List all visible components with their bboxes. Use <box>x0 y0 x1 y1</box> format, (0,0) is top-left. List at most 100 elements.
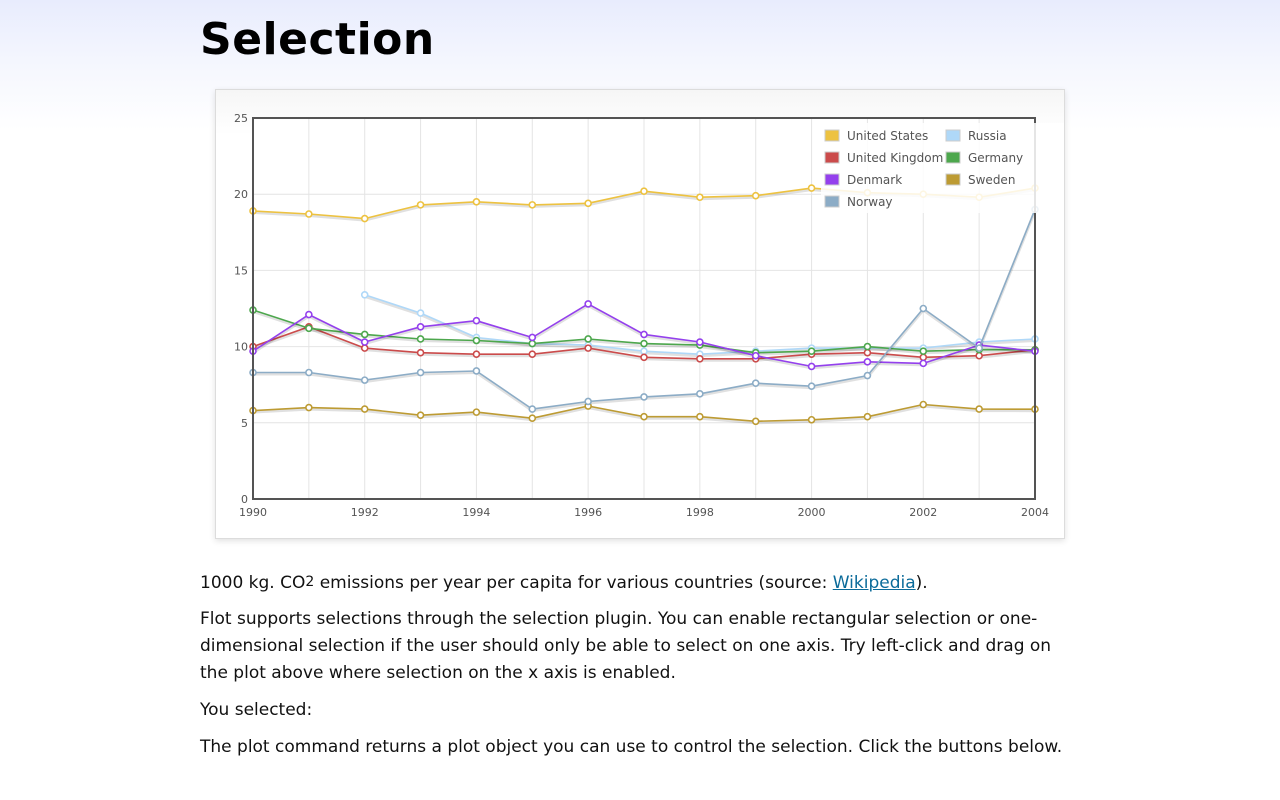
legend-item[interactable]: Germany <box>945 151 1023 165</box>
data-point[interactable] <box>751 351 760 360</box>
data-point[interactable] <box>863 348 872 357</box>
co2-line-chart[interactable]: 0 5 10 15 20 25 1990 1992 1994 1996 1998 2000 2002 20… <box>216 90 1064 538</box>
legend-item[interactable]: Denmark <box>824 173 902 187</box>
data-point[interactable] <box>528 405 537 413</box>
legend-item[interactable]: United States <box>824 129 928 143</box>
data-point[interactable] <box>696 193 704 202</box>
data-point[interactable] <box>416 201 425 209</box>
data-point[interactable] <box>807 382 816 391</box>
data-point[interactable] <box>472 367 481 375</box>
data-point[interactable] <box>640 412 648 421</box>
x-tick-label: 1998 <box>686 506 714 519</box>
legend-label: United States <box>847 129 928 143</box>
data-point[interactable] <box>584 335 592 343</box>
data-point[interactable] <box>640 187 648 195</box>
data-point[interactable] <box>472 350 481 359</box>
data-point[interactable] <box>751 191 760 200</box>
data-point[interactable] <box>584 397 592 406</box>
data-point[interactable] <box>696 412 704 421</box>
data-point[interactable] <box>528 414 537 423</box>
series-sweden[interactable] <box>249 400 1039 426</box>
data-point[interactable] <box>528 333 537 342</box>
data-point[interactable] <box>919 359 928 368</box>
caption-sup: 2 <box>305 574 315 590</box>
data-point[interactable] <box>360 214 369 223</box>
data-point[interactable] <box>416 335 425 343</box>
data-point[interactable] <box>919 400 928 409</box>
data-point[interactable] <box>528 201 537 209</box>
data-point[interactable] <box>807 415 816 424</box>
data-point[interactable] <box>696 354 704 363</box>
data-point[interactable] <box>584 199 592 208</box>
data-point[interactable] <box>472 408 481 416</box>
data-point[interactable] <box>472 198 481 206</box>
data-point[interactable] <box>305 403 313 412</box>
legend-item[interactable]: United Kingdom <box>824 151 943 165</box>
legend-item[interactable]: Russia <box>945 129 1007 143</box>
description-text: Flot supports selections through the sel… <box>200 609 1052 683</box>
data-point[interactable] <box>696 390 704 398</box>
series-norway[interactable] <box>249 205 1039 413</box>
data-point[interactable] <box>305 368 313 377</box>
data-point[interactable] <box>975 344 983 352</box>
series-group <box>249 184 1039 426</box>
data-point[interactable] <box>360 405 369 413</box>
series-denmark[interactable] <box>249 300 1039 371</box>
data-point[interactable] <box>416 411 425 419</box>
data-point[interactable] <box>919 304 928 313</box>
data-point[interactable] <box>807 184 816 192</box>
data-point[interactable] <box>360 376 369 384</box>
legend-item[interactable]: Norway <box>824 195 893 209</box>
wikipedia-link[interactable]: Wikipedia <box>832 573 916 593</box>
legend-background <box>821 123 1064 213</box>
data-point[interactable] <box>305 310 313 319</box>
data-point[interactable] <box>416 348 425 357</box>
data-point[interactable] <box>416 322 425 331</box>
x-tick-label: 2004 <box>1021 506 1049 519</box>
data-point[interactable] <box>472 316 481 325</box>
legend-label: Russia <box>968 129 1007 143</box>
data-point[interactable] <box>584 344 592 352</box>
data-point[interactable] <box>584 300 592 308</box>
data-point[interactable] <box>696 338 704 346</box>
data-point[interactable] <box>640 353 648 362</box>
y-tick-label: 5 <box>241 417 248 430</box>
y-tick-label: 10 <box>234 341 248 354</box>
data-point[interactable] <box>305 210 313 218</box>
data-point[interactable] <box>807 347 816 355</box>
data-point[interactable] <box>975 351 983 360</box>
legend-item[interactable]: Sweden <box>945 173 1015 187</box>
data-point[interactable] <box>751 379 760 387</box>
data-point[interactable] <box>360 338 369 346</box>
data-point[interactable] <box>640 330 648 339</box>
data-point[interactable] <box>305 324 313 333</box>
data-point[interactable] <box>807 362 816 371</box>
x-tick-label: 2002 <box>909 506 937 519</box>
data-point[interactable] <box>528 350 537 359</box>
chart-container[interactable]: 0 5 10 15 20 25 1990 1992 1994 1996 1998 2000 2002 20… <box>215 89 1065 539</box>
data-point[interactable] <box>863 371 872 380</box>
data-point[interactable] <box>416 309 425 317</box>
legend-label: Sweden <box>968 173 1015 187</box>
x-tick-label: 2000 <box>798 506 826 519</box>
data-point[interactable] <box>919 347 928 355</box>
data-point[interactable] <box>640 347 648 355</box>
data-point[interactable] <box>919 353 928 362</box>
data-point[interactable] <box>360 290 369 299</box>
y-tick-label: 25 <box>234 112 248 125</box>
data-point[interactable] <box>528 339 537 348</box>
data-point[interactable] <box>751 417 760 426</box>
data-point[interactable] <box>863 358 872 366</box>
data-point[interactable] <box>640 393 648 401</box>
data-point[interactable] <box>975 405 983 413</box>
chart-caption: 1000 kg. CO2 emissions per year per capi… <box>200 569 1080 597</box>
data-point[interactable] <box>863 342 872 351</box>
data-point[interactable] <box>416 368 425 377</box>
data-point[interactable] <box>360 330 369 339</box>
legend-label: Denmark <box>847 173 902 187</box>
data-point[interactable] <box>360 344 369 352</box>
data-point[interactable] <box>472 336 481 345</box>
data-point[interactable] <box>863 412 872 421</box>
data-point[interactable] <box>640 339 648 348</box>
x-tick-label: 1992 <box>351 506 379 519</box>
